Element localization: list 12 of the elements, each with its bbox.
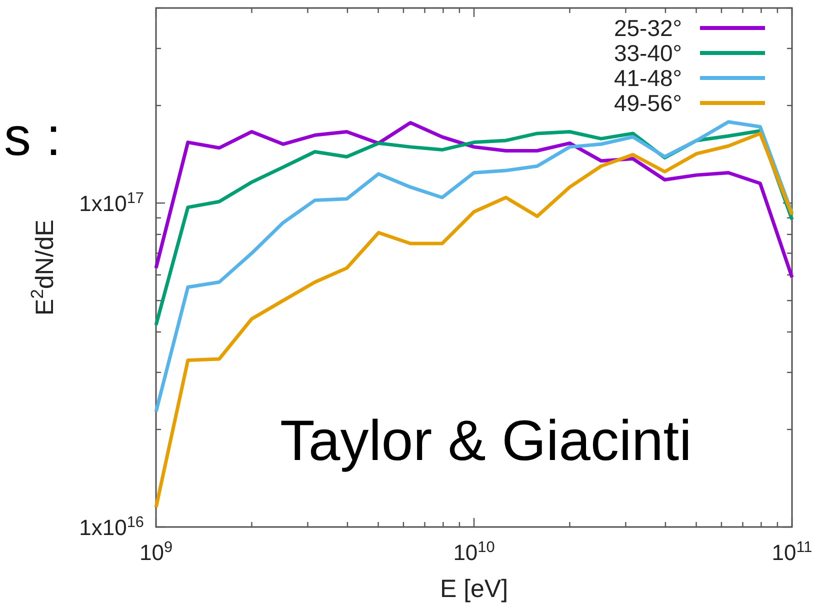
text: s :	[4, 107, 62, 167]
x-tick-label: 10$^{9}$	[139, 538, 173, 565]
y-tick-label: 1x10$^{17}$	[79, 190, 144, 216]
y-tick-label: 1x10$^{16}$	[79, 514, 144, 540]
x-tick-label: 10$^{11}$	[772, 538, 812, 565]
legend-label: 25-32°	[614, 15, 682, 41]
x-axis-title: E [eV]	[440, 575, 508, 603]
legend-label: 41-48°	[614, 65, 682, 91]
legend-label: 33-40°	[614, 40, 682, 66]
legend-label: 49-56°	[614, 90, 682, 116]
annotation: Taylor & Giacinti	[280, 409, 692, 473]
x-tick-label: 10$^{10}$	[453, 538, 495, 565]
